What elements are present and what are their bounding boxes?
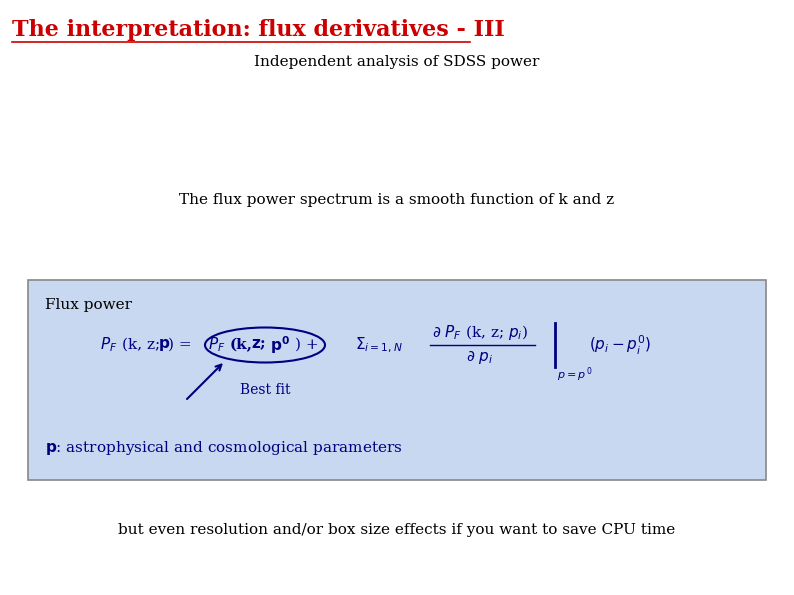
Text: $P_{F}$: $P_{F}$ [100, 336, 118, 355]
Text: $\partial$ $p_i$: $\partial$ $p_i$ [466, 349, 494, 367]
Text: The interpretation: flux derivatives - III: The interpretation: flux derivatives - I… [12, 19, 505, 41]
Text: $\Sigma_{i=1,N}$: $\Sigma_{i=1,N}$ [355, 336, 403, 355]
Text: $p = p^{\,0}$: $p = p^{\,0}$ [557, 366, 593, 384]
Text: $\partial$ $P_F$ (k, z; $p_i$): $\partial$ $P_F$ (k, z; $p_i$) [432, 322, 528, 342]
Text: $\mathbf{z}$;: $\mathbf{z}$; [251, 338, 266, 352]
FancyBboxPatch shape [28, 280, 766, 480]
Text: $\mathbf{p}$: $\mathbf{p}$ [158, 337, 170, 353]
Text: Flux power: Flux power [45, 298, 132, 312]
Text: Best fit: Best fit [240, 383, 291, 397]
Text: The flux power spectrum is a smooth function of k and z: The flux power spectrum is a smooth func… [179, 193, 615, 207]
Text: but even resolution and/or box size effects if you want to save CPU time: but even resolution and/or box size effe… [118, 523, 676, 537]
Text: ) +: ) + [295, 338, 318, 352]
Text: $\mathbf{p^0}$: $\mathbf{p^0}$ [270, 334, 290, 356]
Text: $\mathbf{p}$: astrophysical and cosmological parameters: $\mathbf{p}$: astrophysical and cosmolog… [45, 439, 403, 457]
Text: $(p_i - p_i^0)$: $(p_i - p_i^0)$ [589, 333, 651, 356]
Text: Independent analysis of SDSS power: Independent analysis of SDSS power [254, 55, 540, 69]
Text: $P_{F}$: $P_{F}$ [208, 336, 225, 355]
Text: (k,: (k, [230, 338, 253, 352]
Ellipse shape [205, 327, 325, 362]
Text: ) =: ) = [168, 338, 191, 352]
Text: (k, z;: (k, z; [122, 338, 160, 352]
